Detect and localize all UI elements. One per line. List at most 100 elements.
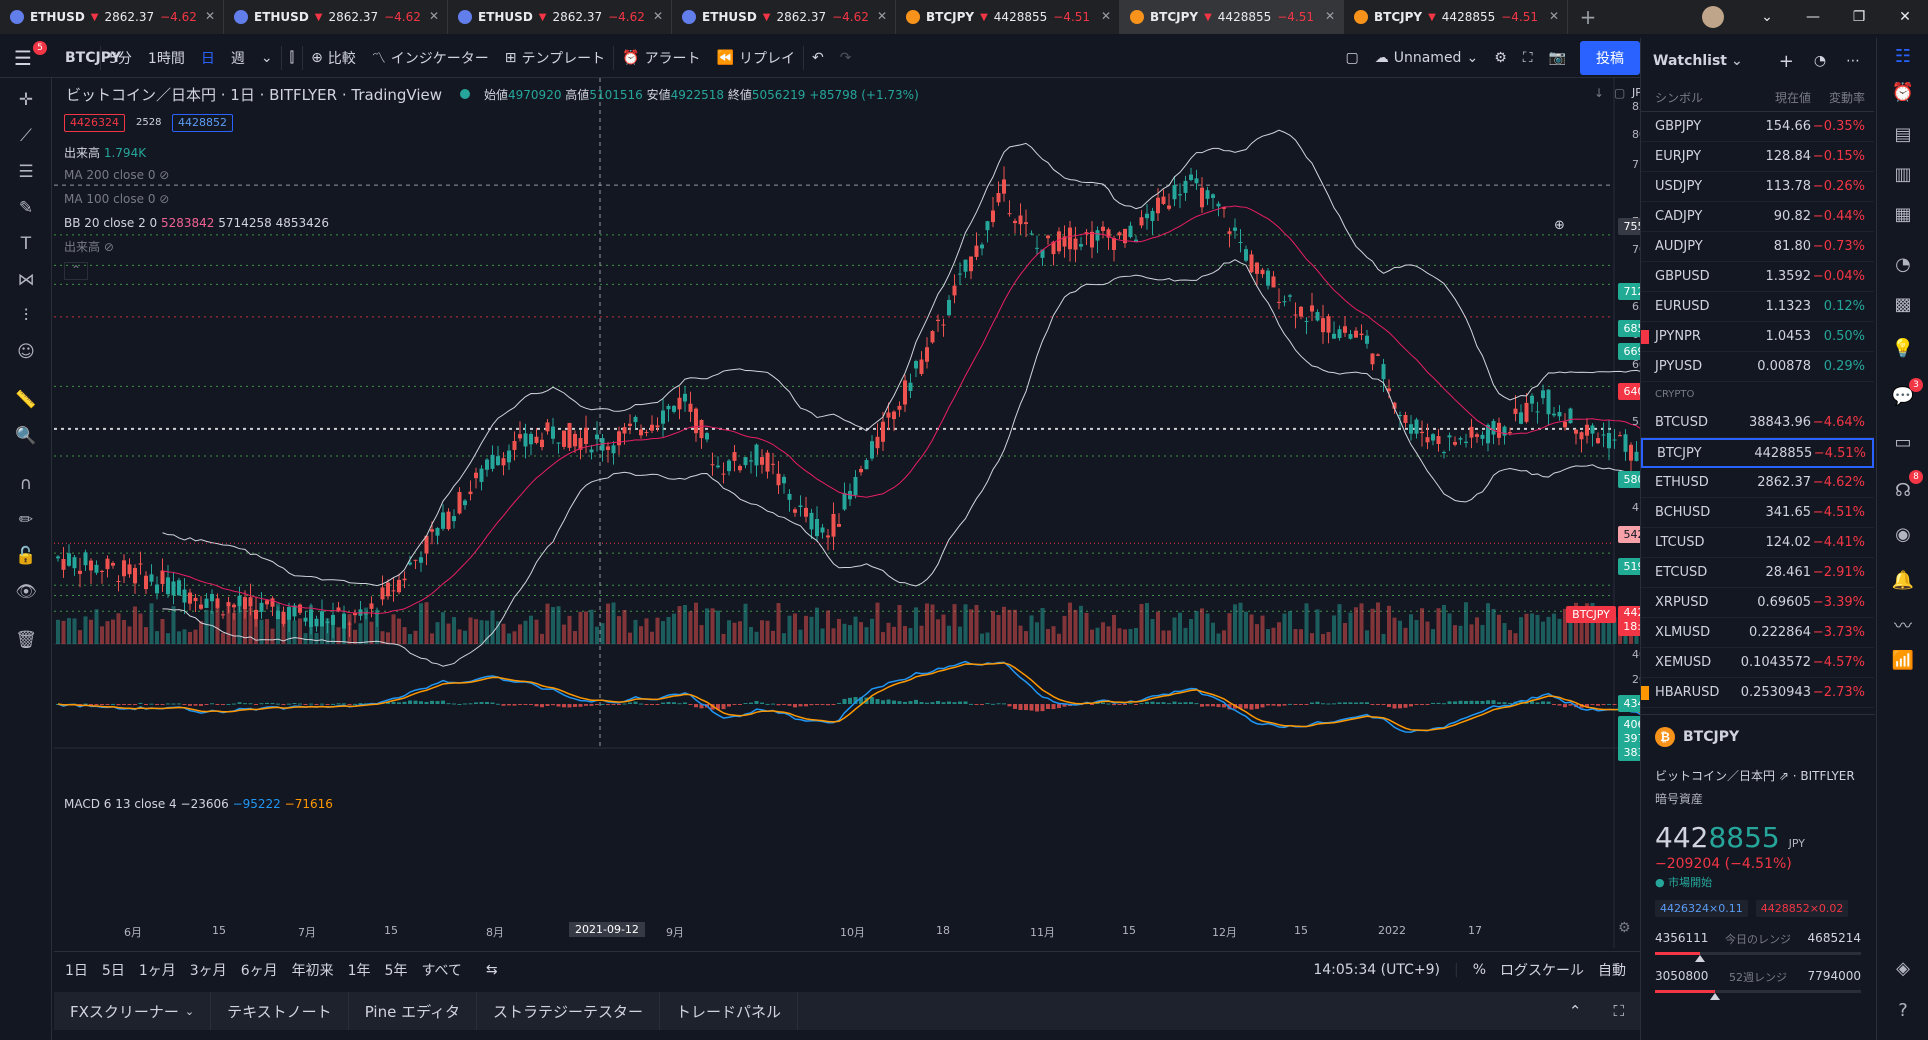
- range-button[interactable]: 6ヶ月: [240, 962, 278, 979]
- data-window-icon[interactable]: ▤: [1894, 124, 1912, 145]
- zoom-icon[interactable]: 🔍: [15, 426, 37, 446]
- watchlist-row[interactable]: GBPUSD 1.3592 −0.04%: [1641, 262, 1874, 292]
- range-button[interactable]: 1年: [347, 962, 371, 979]
- auto-scale-toggle[interactable]: 自動: [1598, 962, 1626, 979]
- watchlist-row[interactable]: ETCUSD 28.461 −2.91%: [1641, 558, 1874, 588]
- prediction-icon[interactable]: ⫶: [23, 306, 29, 326]
- chevron-down-icon[interactable]: ⌄: [1730, 53, 1743, 69]
- interval-week[interactable]: 週: [230, 50, 245, 67]
- watchlist-row[interactable]: EURUSD 1.1323 0.12%: [1641, 292, 1874, 322]
- bell-icon[interactable]: 🔔: [1891, 570, 1915, 591]
- alert-button[interactable]: ⏰ アラート: [614, 38, 708, 78]
- log-scale-toggle[interactable]: ログスケール: [1500, 962, 1584, 979]
- watchlist-row[interactable]: AUDJPY 81.80 −0.73%: [1641, 232, 1874, 262]
- price-chart[interactable]: [54, 78, 1640, 948]
- browser-tab[interactable]: ETHUSD ▼ 2862.37 −4.62 ✕: [448, 0, 672, 34]
- clock[interactable]: 14:05:34 (UTC+9): [1313, 961, 1440, 978]
- add-symbol-icon[interactable]: +: [1778, 50, 1794, 72]
- close-tab-icon[interactable]: ✕: [652, 9, 663, 23]
- minimize-icon[interactable]: —: [1806, 9, 1820, 25]
- col-last[interactable]: 現在値: [1774, 91, 1811, 105]
- interval-5m[interactable]: 5分: [109, 50, 132, 67]
- watchlist-section-crypto[interactable]: CRYPTO: [1655, 389, 1695, 400]
- gear-icon[interactable]: ⚙: [1618, 920, 1631, 936]
- bottom-tab[interactable]: トレードパネル: [660, 992, 799, 1030]
- trend-icon[interactable]: 〰: [1894, 616, 1912, 637]
- browser-tab[interactable]: ETHUSD ▼ 2862.37 −4.62 ✕: [672, 0, 896, 34]
- collapse-legend-button[interactable]: ⌃: [64, 262, 88, 280]
- eye-off-icon[interactable]: ⊘: [103, 240, 114, 254]
- indicators-button[interactable]: 〽インジケーター: [364, 38, 497, 78]
- watchlist-row[interactable]: BCHUSD 341.65 −4.51%: [1641, 498, 1874, 528]
- text-icon[interactable]: T: [20, 234, 32, 254]
- watchlist-row[interactable]: CADJPY 90.82 −0.44%: [1641, 202, 1874, 232]
- message-icon[interactable]: ▭: [1894, 432, 1912, 453]
- watchlist-row[interactable]: XLMUSD 0.222864 −3.73%: [1641, 618, 1874, 648]
- watchlist-title[interactable]: Watchlist: [1653, 53, 1727, 69]
- close-tab-icon[interactable]: ✕: [428, 9, 439, 23]
- signal-icon[interactable]: 📶: [1891, 650, 1915, 671]
- replay-button[interactable]: ⏪ リプレイ: [709, 38, 803, 78]
- browser-tab[interactable]: BTCJPY ▼ 4428855 −4.51 ✕: [896, 0, 1120, 34]
- maximize-pane-icon[interactable]: ▢: [1614, 86, 1626, 100]
- interval-1h[interactable]: 1時間: [147, 50, 185, 67]
- calendar-icon[interactable]: ▦: [1894, 204, 1912, 225]
- watchlist-row[interactable]: ETHUSD 2862.37 −4.62%: [1641, 468, 1874, 498]
- browser-tab[interactable]: ETHUSD ▼ 2862.37 −4.62 ✕: [224, 0, 448, 34]
- watchlist-row[interactable]: GBPJPY 154.66 −0.35%: [1641, 112, 1874, 142]
- collapse-panel-icon[interactable]: ⌃: [1568, 1002, 1582, 1020]
- chat-icon[interactable]: 💬: [1891, 386, 1915, 407]
- percent-toggle[interactable]: %: [1472, 961, 1486, 978]
- bottom-tab[interactable]: Pine エディタ: [349, 992, 478, 1030]
- browser-tab[interactable]: BTCJPY ▼ 4428855 −4.51 ✕: [1344, 0, 1568, 34]
- watchlist-row[interactable]: LTCUSD 124.02 −4.41%: [1641, 528, 1874, 558]
- streams-icon[interactable]: ☊: [1895, 480, 1911, 501]
- advanced-view-icon[interactable]: ◔: [1813, 53, 1827, 69]
- menu-icon[interactable]: ☰: [14, 46, 32, 70]
- compare-button[interactable]: ⊕ 比較: [303, 38, 364, 78]
- range-button[interactable]: 1日: [65, 962, 88, 979]
- crosshair-icon[interactable]: ✛: [18, 90, 34, 110]
- ask-price[interactable]: 4428852: [172, 114, 233, 132]
- publish-button[interactable]: 投稿: [1580, 40, 1640, 75]
- watchlist-icon[interactable]: ☷: [1894, 46, 1912, 67]
- broadcast-icon[interactable]: ◉: [1895, 524, 1911, 545]
- bottom-tab[interactable]: テキストノート: [211, 992, 349, 1030]
- pattern-icon[interactable]: ⋈: [17, 270, 35, 290]
- watchlist-row[interactable]: BTCJPY 4428855 −4.51%: [1641, 438, 1874, 468]
- range-button[interactable]: 1ヶ月: [138, 962, 176, 979]
- lightbulb-icon[interactable]: 💡: [1891, 338, 1915, 359]
- ruler-icon[interactable]: 📏: [15, 390, 37, 410]
- watchlist-row[interactable]: XRPUSD 0.69605 −3.39%: [1641, 588, 1874, 618]
- calendar-grid-icon[interactable]: ▩: [1894, 294, 1912, 315]
- bottom-tab[interactable]: ストラテジーテスター: [477, 992, 661, 1030]
- draw-mode-icon[interactable]: ✏: [18, 510, 34, 530]
- flag-icon[interactable]: [1641, 686, 1649, 700]
- fullscreen-button[interactable]: ⛶: [1515, 38, 1541, 78]
- maximize-panel-icon[interactable]: ⛶: [1613, 1002, 1624, 1020]
- news-icon[interactable]: ▥: [1894, 164, 1912, 185]
- brush-icon[interactable]: ✎: [18, 198, 34, 218]
- emoji-icon[interactable]: ☺: [17, 342, 35, 362]
- interval-day[interactable]: 日: [200, 50, 215, 67]
- chevron-down-icon[interactable]: ⌄: [1761, 9, 1773, 25]
- external-link-icon[interactable]: ⇗: [1778, 769, 1789, 783]
- watchlist-row[interactable]: XEMUSD 0.1043572 −4.57%: [1641, 648, 1874, 678]
- close-window-icon[interactable]: ✕: [1899, 9, 1911, 25]
- close-tab-icon[interactable]: ✕: [1324, 9, 1335, 23]
- browser-tab[interactable]: BTCJPY ▼ 4428855 −4.51 ✕: [1120, 0, 1344, 34]
- snapshot-button[interactable]: 📷: [1541, 38, 1574, 78]
- layout-select-icon[interactable]: ▢: [1345, 49, 1359, 66]
- trend-line-icon[interactable]: ⟋: [20, 126, 32, 146]
- settings-button[interactable]: ⚙: [1486, 38, 1515, 78]
- close-tab-icon[interactable]: ✕: [1548, 9, 1559, 23]
- range-button[interactable]: 年初来: [291, 962, 334, 979]
- eye-off-icon[interactable]: ⊘: [159, 168, 170, 182]
- col-symbol[interactable]: シンボル: [1655, 91, 1704, 105]
- layers-icon[interactable]: ◈: [1896, 958, 1910, 979]
- interval-dropdown[interactable]: ⌄: [260, 49, 273, 66]
- lock-icon[interactable]: 🔓: [15, 546, 37, 566]
- restore-icon[interactable]: ❐: [1852, 9, 1866, 25]
- undo-button[interactable]: ↶: [812, 49, 824, 66]
- watchlist-row[interactable]: USDJPY 113.78 −0.26%: [1641, 172, 1874, 202]
